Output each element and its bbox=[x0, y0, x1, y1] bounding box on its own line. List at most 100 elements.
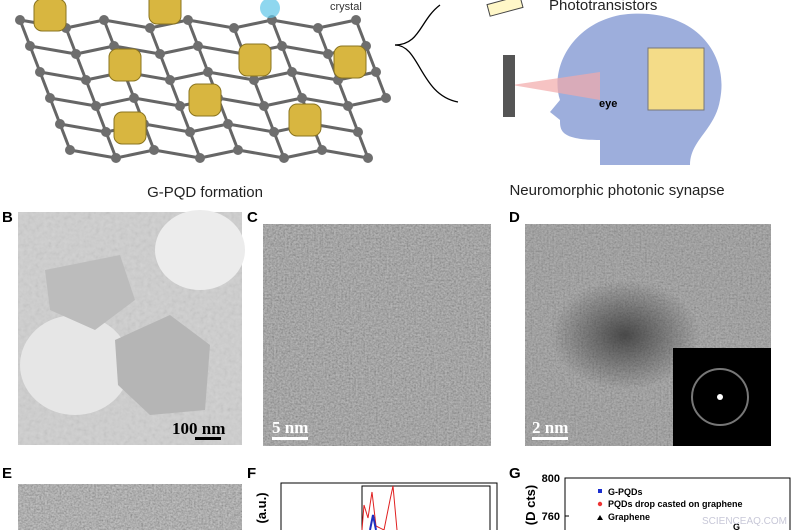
device-icon bbox=[486, 0, 524, 17]
bond bbox=[321, 148, 369, 160]
fft-center bbox=[717, 394, 723, 400]
nanocrystal bbox=[550, 280, 700, 390]
carbon-atom bbox=[343, 101, 353, 111]
legend-entry: Graphene bbox=[608, 512, 650, 522]
carbon-atom bbox=[277, 41, 287, 51]
panel-label: F bbox=[247, 465, 256, 482]
crystal-label: crystal bbox=[330, 1, 362, 13]
spectrum bbox=[361, 485, 398, 530]
bond bbox=[65, 18, 105, 30]
bond bbox=[301, 96, 349, 108]
carbon-atom bbox=[323, 49, 333, 59]
bond bbox=[115, 148, 155, 160]
scale-bar-label: 2 nm bbox=[532, 418, 568, 437]
carbon-atom bbox=[381, 93, 391, 103]
crystal-glow bbox=[260, 0, 280, 18]
carbon-atom bbox=[155, 49, 165, 59]
carbon-atom bbox=[145, 23, 155, 33]
bond bbox=[143, 122, 191, 134]
bond bbox=[233, 18, 273, 30]
plot-frame bbox=[280, 482, 498, 530]
fft-ring bbox=[691, 368, 749, 426]
bond bbox=[347, 96, 387, 108]
legend-marker bbox=[597, 515, 603, 520]
carbon-atom bbox=[193, 41, 203, 51]
carbon-atom bbox=[297, 93, 307, 103]
hrtem-texture bbox=[18, 484, 242, 530]
inset-frame bbox=[361, 485, 491, 530]
bond bbox=[133, 96, 181, 108]
bond bbox=[169, 70, 209, 82]
panel-label: C bbox=[247, 209, 258, 226]
carbon-atom bbox=[101, 127, 111, 137]
quantum-dot bbox=[188, 83, 222, 117]
graphene-lattice bbox=[15, 0, 391, 163]
y-axis-label: (D cts) bbox=[523, 485, 538, 525]
carbon-atom bbox=[129, 93, 139, 103]
y-tick-label: 760 bbox=[542, 511, 560, 523]
scale-bar-label: 5 nm bbox=[272, 418, 308, 437]
carbon-atom bbox=[109, 41, 119, 51]
bond bbox=[49, 96, 97, 108]
y-axis-label: (a.u.) bbox=[254, 492, 269, 523]
quantum-dot bbox=[238, 43, 272, 77]
quantum-dot bbox=[333, 45, 367, 79]
hole bbox=[155, 210, 245, 290]
carbon-atom bbox=[91, 101, 101, 111]
carbon-atom bbox=[195, 153, 205, 163]
carbon-atom bbox=[185, 127, 195, 137]
bond bbox=[153, 148, 201, 160]
bond bbox=[75, 44, 115, 56]
carbon-atom bbox=[203, 67, 213, 77]
carbon-atom bbox=[149, 145, 159, 155]
bond bbox=[29, 44, 77, 56]
carbon-atom bbox=[65, 145, 75, 155]
plot-frame bbox=[564, 477, 791, 530]
bond bbox=[283, 148, 323, 160]
bond bbox=[95, 96, 135, 108]
carbon-atom bbox=[249, 75, 259, 85]
carbon-atom bbox=[259, 101, 269, 111]
scale-bar-label: 100 nm bbox=[172, 419, 225, 438]
panel-label: E bbox=[2, 465, 12, 482]
panel-label: D bbox=[509, 209, 520, 226]
bond bbox=[39, 70, 87, 82]
watermark: SCIENCEAQ.COM bbox=[702, 516, 787, 527]
carbon-atom bbox=[55, 119, 65, 129]
caption: Neuromorphic photonic synapse bbox=[509, 182, 724, 199]
quantum-dot bbox=[148, 0, 182, 25]
bond bbox=[237, 148, 285, 160]
bond bbox=[281, 44, 329, 56]
carbon-atom bbox=[111, 153, 121, 163]
carbon-atom bbox=[317, 145, 327, 155]
carbon-atom bbox=[233, 145, 243, 155]
arrow bbox=[394, 4, 441, 46]
carbon-atom bbox=[183, 15, 193, 25]
legend-marker bbox=[598, 489, 602, 493]
carbon-atom bbox=[363, 153, 373, 163]
synapse-array bbox=[647, 47, 705, 111]
image-panel bbox=[503, 55, 515, 117]
carbon-atom bbox=[71, 49, 81, 59]
eye-label: eye bbox=[599, 98, 617, 110]
bond bbox=[199, 148, 239, 160]
bond bbox=[317, 18, 357, 30]
inset-label: G bbox=[733, 522, 740, 530]
spectrum bbox=[369, 514, 377, 530]
carbon-atom bbox=[351, 15, 361, 25]
bond bbox=[197, 44, 245, 56]
legend-entry: G-PQDs bbox=[608, 487, 643, 497]
carbon-atom bbox=[99, 15, 109, 25]
panel-label: B bbox=[2, 209, 13, 226]
bond bbox=[103, 18, 151, 30]
bond bbox=[271, 18, 319, 30]
flake bbox=[45, 255, 135, 330]
bond bbox=[291, 70, 339, 82]
carbon-atom bbox=[269, 127, 279, 137]
flake bbox=[115, 315, 210, 415]
hole bbox=[20, 315, 130, 415]
panel-label: G bbox=[509, 465, 521, 482]
carbon-atom bbox=[25, 41, 35, 51]
quantum-dot bbox=[113, 111, 147, 145]
carbon-atom bbox=[287, 67, 297, 77]
